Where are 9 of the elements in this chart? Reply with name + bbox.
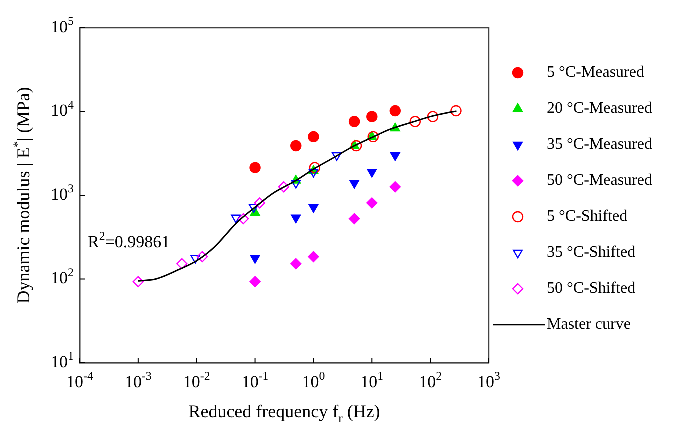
y-axis-title: Dynamic modulus | E*| (MPa): [11, 87, 34, 304]
legend-label: 50 °C-Shifted: [547, 280, 636, 298]
legend-label: Master curve: [547, 316, 631, 334]
legend-label: 20 °C-Measured: [547, 100, 652, 118]
legend-label: 5 °C-Shifted: [547, 208, 628, 226]
legend-label: 35 °C-Measured: [547, 136, 652, 154]
legend-label: 50 °C-Measured: [547, 172, 652, 190]
legend-label: 35 °C-Shifted: [547, 244, 636, 262]
legend-label: 5 °C-Measured: [547, 64, 644, 82]
